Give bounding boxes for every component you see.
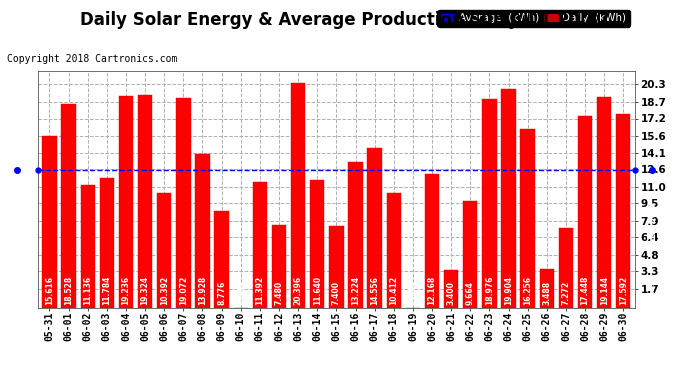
Text: 15.616: 15.616 xyxy=(45,276,54,305)
Bar xyxy=(81,185,95,308)
Bar xyxy=(348,162,363,308)
Bar xyxy=(42,136,57,308)
Text: 7.400: 7.400 xyxy=(332,281,341,305)
Text: 17.592: 17.592 xyxy=(647,274,657,303)
Text: 19.144: 19.144 xyxy=(600,276,609,305)
Bar xyxy=(616,114,631,308)
Text: 13.224: 13.224 xyxy=(351,276,360,305)
Text: Daily Solar Energy & Average Production Sun Jul 1 20:37: Daily Solar Energy & Average Production … xyxy=(80,11,610,29)
Bar xyxy=(425,174,440,308)
Bar xyxy=(272,225,286,308)
Bar xyxy=(138,95,152,308)
Bar xyxy=(502,89,515,308)
Text: 18.976: 18.976 xyxy=(485,276,494,305)
Text: 19.236: 19.236 xyxy=(121,276,130,305)
Text: 12.558: 12.558 xyxy=(647,201,657,239)
Bar xyxy=(597,97,611,308)
Bar xyxy=(520,129,535,308)
Bar xyxy=(119,96,133,308)
Text: Copyright 2018 Cartronics.com: Copyright 2018 Cartronics.com xyxy=(7,54,177,64)
Bar xyxy=(463,201,477,308)
Text: 14.556: 14.556 xyxy=(370,276,379,305)
Text: 11.784: 11.784 xyxy=(102,276,111,305)
Text: 0.000: 0.000 xyxy=(236,281,245,305)
Bar xyxy=(578,116,592,308)
Text: 7.272: 7.272 xyxy=(562,281,571,305)
Bar xyxy=(386,193,401,308)
Text: 18.528: 18.528 xyxy=(64,276,73,305)
Text: 10.392: 10.392 xyxy=(159,276,169,305)
Bar xyxy=(253,182,267,308)
Bar xyxy=(329,226,344,308)
Bar xyxy=(61,104,76,308)
Bar xyxy=(540,269,554,308)
Text: 12.168: 12.168 xyxy=(428,276,437,305)
Text: 3.400: 3.400 xyxy=(446,281,455,305)
Bar xyxy=(291,83,305,308)
Bar xyxy=(559,228,573,308)
Text: 20.396: 20.396 xyxy=(294,276,303,305)
Text: 19.904: 19.904 xyxy=(504,276,513,305)
Bar xyxy=(310,180,324,308)
Bar xyxy=(157,193,171,308)
Bar xyxy=(99,178,114,308)
Text: 11.392: 11.392 xyxy=(255,276,264,305)
Bar xyxy=(368,147,382,308)
Text: 7.480: 7.480 xyxy=(275,281,284,305)
Text: 13.928: 13.928 xyxy=(198,276,207,305)
Text: 11.640: 11.640 xyxy=(313,276,322,305)
Text: 12.558: 12.558 xyxy=(12,201,22,239)
Text: 19.072: 19.072 xyxy=(179,276,188,305)
Bar xyxy=(176,98,190,308)
Text: 17.448: 17.448 xyxy=(580,276,589,305)
Text: 16.256: 16.256 xyxy=(523,276,532,305)
Text: 8.776: 8.776 xyxy=(217,281,226,305)
Legend: Average  (kWh), Daily  (kWh): Average (kWh), Daily (kWh) xyxy=(437,10,629,27)
Text: 10.412: 10.412 xyxy=(389,276,398,305)
Text: 15.616: 15.616 xyxy=(12,274,22,303)
Bar xyxy=(482,99,497,308)
Text: 9.664: 9.664 xyxy=(466,281,475,305)
Text: 3.488: 3.488 xyxy=(542,281,551,305)
Text: 17.592: 17.592 xyxy=(619,276,628,305)
Text: 0.000: 0.000 xyxy=(408,281,417,305)
Text: 11.136: 11.136 xyxy=(83,276,92,305)
Bar xyxy=(195,154,210,308)
Bar xyxy=(444,270,458,308)
Text: 19.324: 19.324 xyxy=(141,276,150,305)
Bar xyxy=(215,211,229,308)
